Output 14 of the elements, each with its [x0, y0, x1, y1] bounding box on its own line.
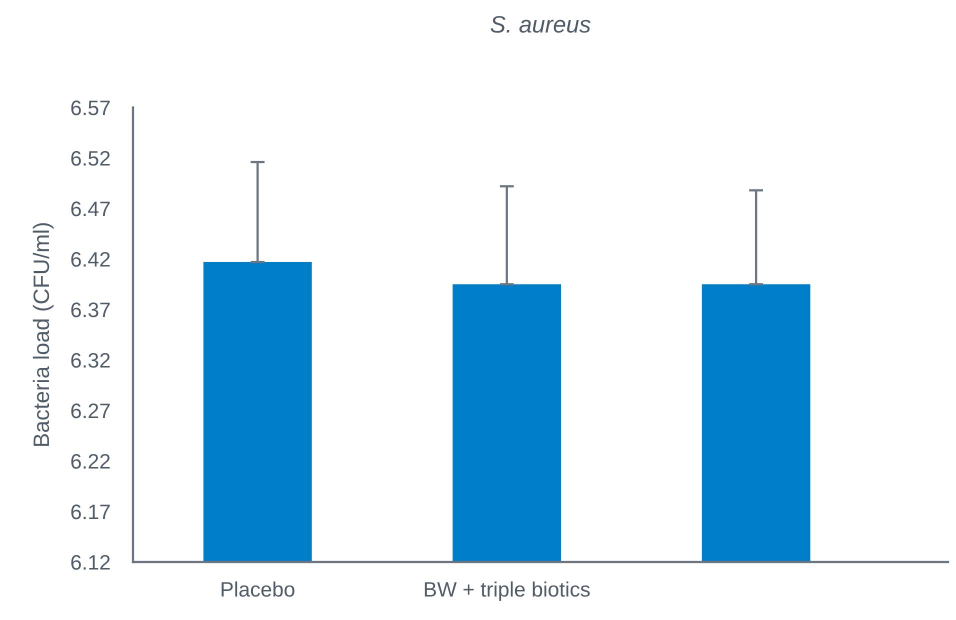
- x-tick-label: Placebo: [222, 581, 294, 597]
- y-tick-label: 6.47: [71, 202, 110, 216]
- y-tick-label: 6.52: [71, 151, 110, 166]
- y-axis-title: Bacteria load (CFU/ml): [32, 223, 54, 446]
- x-tick-label: BW + triple biotics: [424, 581, 590, 601]
- y-tick-label: 6.37: [71, 302, 110, 318]
- y-tick-label: 6.27: [71, 404, 110, 418]
- y-tick-label: 6.57: [71, 100, 110, 116]
- y-tick-label: 6.32: [71, 353, 110, 368]
- y-tick-label: 6.17: [71, 504, 110, 520]
- chart-title: S. aureus: [490, 16, 591, 33]
- y-tick-label: 6.22: [71, 454, 110, 469]
- y-tick-label: 6.12: [71, 555, 110, 570]
- y-tick-label: 6.42: [71, 252, 110, 267]
